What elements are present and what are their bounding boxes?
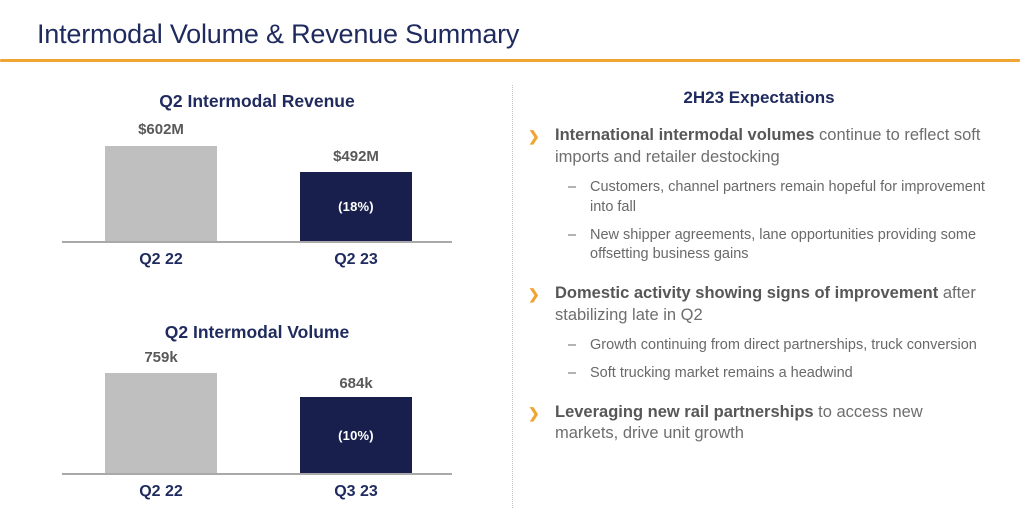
- volume-bar-q3-23: (10%): [300, 397, 412, 473]
- bullet-rail-partnerships: ❯ Leveraging new rail partnerships to ac…: [528, 402, 990, 445]
- sub-bullet-text: New shipper agreements, lane opportuniti…: [590, 226, 977, 263]
- sub-bullet-text: Growth continuing from direct partnershi…: [590, 337, 977, 354]
- dash-bullet-icon: –: [568, 179, 577, 196]
- dash-bullet-icon: –: [568, 226, 577, 243]
- volume-xlabel-q3-23: Q3 23: [334, 483, 378, 500]
- revenue-xlabel-q2-22: Q2 22: [139, 251, 183, 268]
- chevron-bullet-icon: ❯: [528, 286, 540, 303]
- bullet-text: International intermodal volumes continu…: [555, 125, 990, 168]
- volume-bar2-change-label: (10%): [338, 427, 374, 443]
- bullet-rest-text: after stabilizing late in Q2: [555, 284, 976, 324]
- revenue-xlabel-q2-23: Q2 23: [334, 251, 378, 268]
- volume-bar-q2-22: [105, 373, 217, 473]
- chevron-bullet-icon: ❯: [528, 404, 540, 421]
- revenue-bar-q2-23-wrap: (18%): [300, 146, 412, 241]
- sub-bullet-growth: – Growth continuing from direct partners…: [568, 336, 990, 356]
- revenue-bar-q2-22: [105, 146, 217, 241]
- expectations-title: 2H23 Expectations: [683, 88, 835, 107]
- expectations-panel: 2H23 Expectations ❯ International interm…: [528, 88, 990, 455]
- volume-bar2-value-label: 684k: [339, 375, 373, 392]
- sub-bullet-list: – Growth continuing from direct partners…: [568, 336, 990, 383]
- bullet-bold-text: International intermodal volumes: [555, 126, 815, 144]
- bullet-rest-text: continue to reflect soft imports and ret…: [555, 126, 981, 166]
- bullet-bold-text: Leveraging new rail partnerships: [555, 402, 814, 421]
- revenue-bar-q2-22-wrap: [105, 146, 217, 241]
- bullet-text: Leveraging new rail partnerships to acce…: [555, 402, 990, 445]
- bullet-international-volumes: ❯ International intermodal volumes conti…: [528, 125, 990, 168]
- revenue-chart-plot: (18%): [62, 146, 452, 241]
- sub-bullet-new-shipper: – New shipper agreements, lane opportuni…: [568, 226, 990, 265]
- bullet-rest-text: to access new markets, drive unit growth: [555, 402, 923, 443]
- revenue-bar1-value-label: $602M: [138, 121, 184, 138]
- bullet-domestic-activity: ❯ Domestic activity showing signs of imp…: [528, 283, 990, 326]
- slide-title: Intermodal Volume & Revenue Summary: [37, 19, 520, 49]
- volume-xlabel-q2-22: Q2 22: [139, 483, 183, 500]
- vertical-divider: [512, 85, 513, 508]
- volume-bar-q3-23-wrap: (10%): [300, 373, 412, 473]
- volume-chart-baseline: [62, 473, 452, 475]
- volume-bar-q2-22-wrap: [105, 373, 217, 473]
- revenue-chart-title: Q2 Intermodal Revenue: [159, 91, 355, 111]
- sub-bullet-customers: – Customers, channel partners remain hop…: [568, 178, 990, 217]
- revenue-bar2-change-label: (18%): [338, 199, 374, 214]
- revenue-bar2-value-label: $492M: [333, 148, 379, 165]
- dash-bullet-icon: –: [568, 337, 577, 354]
- volume-chart-plot: (10%): [62, 373, 452, 473]
- bullet-text: Domestic activity showing signs of impro…: [555, 283, 990, 326]
- sub-bullet-list: – Customers, channel partners remain hop…: [568, 178, 990, 265]
- revenue-chart-baseline: [62, 241, 452, 243]
- volume-chart-title: Q2 Intermodal Volume: [164, 322, 350, 342]
- sub-bullet-text: Soft trucking market remains a headwind: [590, 365, 853, 382]
- dash-bullet-icon: –: [568, 365, 577, 382]
- title-underline-rule: [0, 59, 1020, 62]
- sub-bullet-text: Customers, channel partners remain hopef…: [590, 179, 985, 215]
- sub-bullet-soft-trucking: – Soft trucking market remains a headwin…: [568, 364, 990, 384]
- chevron-bullet-icon: ❯: [528, 128, 540, 144]
- revenue-bar-q2-23: (18%): [300, 172, 412, 241]
- bullet-bold-text: Domestic activity showing signs of impro…: [555, 284, 939, 303]
- volume-bar1-value-label: 759k: [144, 349, 178, 366]
